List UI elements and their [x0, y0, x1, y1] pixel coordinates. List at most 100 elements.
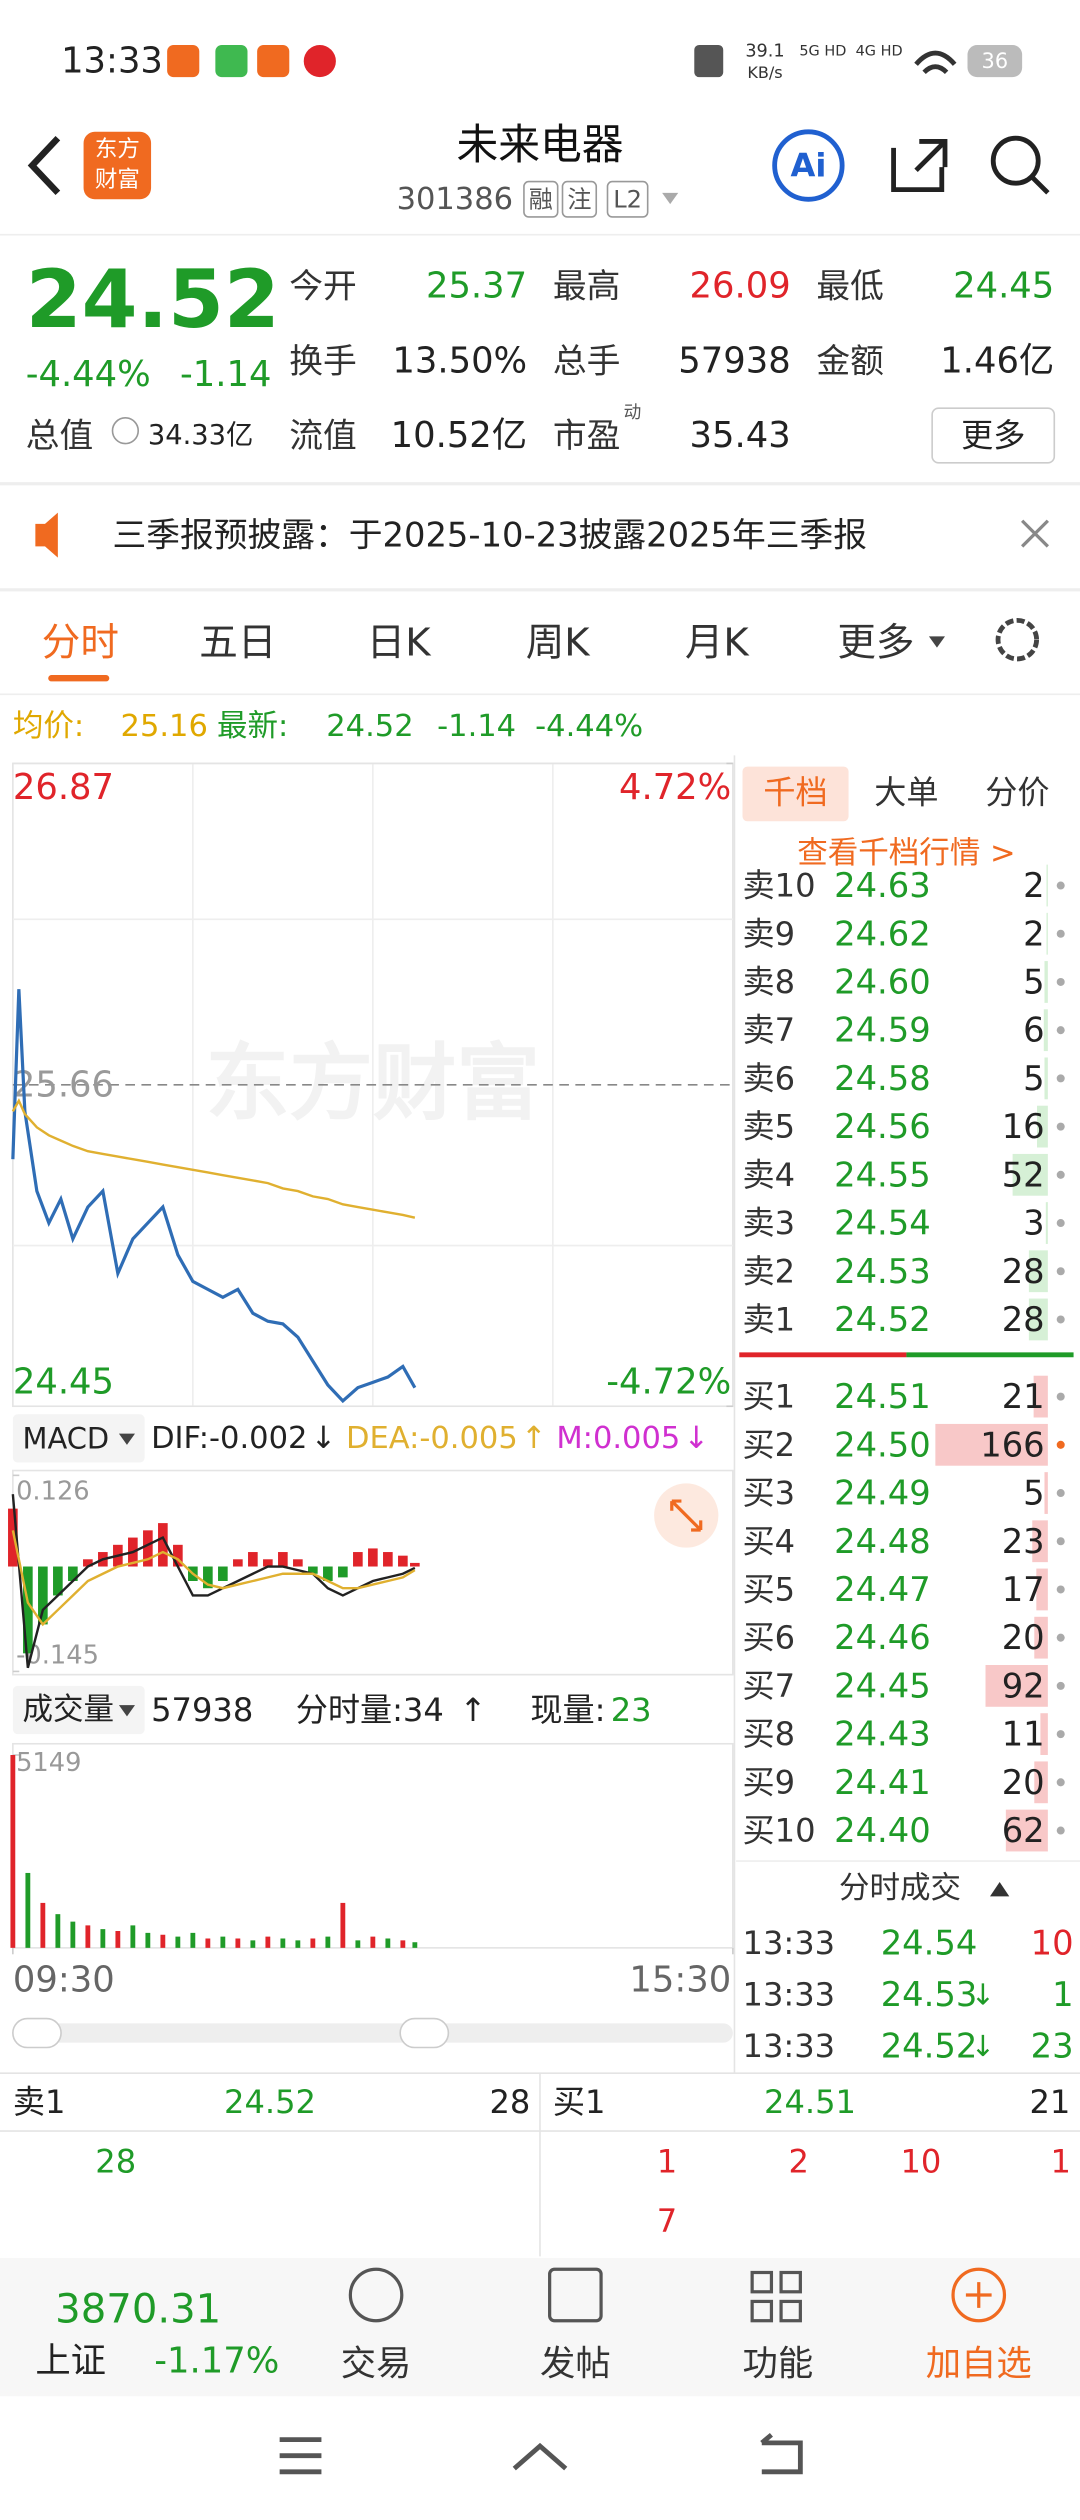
row-dot — [1056, 1267, 1065, 1276]
depth-bar — [1046, 912, 1048, 955]
volume-bar — [40, 1902, 46, 1948]
last-price: 24.52 — [26, 252, 280, 346]
icon-part — [750, 2270, 774, 2294]
indicator-arrow: ↓ — [684, 1421, 710, 1456]
depth-bar — [1032, 1520, 1048, 1563]
field-value: 1.46亿 — [940, 340, 1054, 381]
trade-time: 13:33 — [743, 1924, 836, 1962]
tag-box — [561, 180, 598, 218]
book-price: 24.62 — [834, 914, 931, 953]
book-volume: 11 — [1002, 1715, 1045, 1754]
scroll-track[interactable] — [12, 2023, 733, 2043]
info-icon — [111, 417, 140, 445]
chart-tab[interactable]: 五日 — [199, 620, 276, 665]
macd-bar — [323, 1566, 333, 1581]
ai-button[interactable] — [772, 129, 845, 202]
row-dot — [1056, 1440, 1065, 1449]
nav-item[interactable]: 加自选 — [926, 2344, 1032, 2385]
scroll-handle[interactable] — [399, 2017, 450, 2049]
sort-arrow[interactable] — [990, 1881, 1010, 1897]
settings-button[interactable] — [995, 617, 1040, 662]
book-price: 24.59 — [834, 1011, 931, 1050]
volume-bar — [190, 1932, 196, 1948]
book-volume: 20 — [1002, 1618, 1045, 1657]
book-label: 卖9 — [743, 915, 796, 953]
stock-name: 未来电器 — [456, 120, 623, 169]
chart-tab[interactable]: 月K — [685, 620, 751, 665]
chart-tab[interactable]: 更多 — [837, 620, 914, 665]
book-volume: 52 — [1002, 1155, 1045, 1194]
macd-selector[interactable] — [12, 1414, 145, 1463]
scroll-handle[interactable] — [12, 2017, 62, 2049]
logo[interactable] — [83, 131, 152, 200]
book-price: 24.46 — [834, 1618, 931, 1657]
net-speed: 39.1 — [745, 41, 784, 61]
trade-volume: 1 — [1052, 1975, 1073, 2014]
macd-bar — [248, 1552, 258, 1567]
chart-tab[interactable]: 分时 — [42, 620, 119, 665]
volume-current: 23 — [611, 1691, 652, 1729]
macd-bar — [8, 1508, 18, 1567]
trade-price: 24.54 — [881, 1924, 978, 1963]
indicator-value: DEA:-0.005 — [346, 1421, 518, 1456]
search-button[interactable] — [990, 135, 1041, 186]
book-label: 卖7 — [743, 1011, 796, 1049]
volume-per-min: 分时量:34 — [296, 1691, 444, 1729]
book-label: 买5 — [743, 1570, 796, 1608]
book-volume: 21 — [1002, 1377, 1045, 1416]
book-volume: 17 — [1002, 1570, 1045, 1609]
queue-volume: 21 — [1029, 2083, 1070, 2121]
back-nav-button[interactable] — [760, 2432, 803, 2475]
field-label: 总值 — [26, 416, 94, 455]
latest-label: 最新: — [217, 709, 288, 744]
share-button[interactable] — [891, 139, 948, 193]
bottom-bar — [0, 2258, 1080, 2397]
wifi-icon — [914, 50, 957, 75]
nav-item[interactable]: 交易 — [341, 2344, 412, 2385]
volume-bar — [265, 1936, 271, 1948]
volume-selector[interactable] — [12, 1685, 145, 1735]
macd-bar — [278, 1552, 288, 1567]
book-price: 24.53 — [834, 1252, 931, 1291]
macd-bar — [263, 1559, 273, 1567]
close-button[interactable] — [1021, 519, 1049, 548]
volume-bar — [385, 1938, 391, 1948]
avg-label: 均价: — [13, 709, 84, 744]
add-plus — [965, 2282, 992, 2308]
nav-item[interactable]: 发帖 — [540, 2344, 611, 2385]
book-tab[interactable]: 大单 — [874, 773, 938, 811]
dropdown-arrow[interactable] — [662, 192, 679, 205]
book-label: 卖1 — [743, 1300, 796, 1338]
tab-underline — [48, 675, 110, 682]
stock-code: 301386 — [397, 182, 514, 217]
x-tick-label: 09:30 — [13, 1959, 115, 2000]
row-dot — [1056, 1633, 1065, 1642]
post-icon — [548, 2267, 603, 2323]
back-button[interactable] — [27, 136, 61, 196]
book-price: 24.48 — [834, 1522, 931, 1561]
nav-item[interactable]: 功能 — [743, 2344, 814, 2385]
logo-text: 东方 — [95, 136, 140, 162]
series-line — [11, 1530, 416, 1627]
book-price: 24.43 — [834, 1715, 931, 1754]
chart-tab[interactable]: 日K — [367, 620, 433, 665]
book-volume: 5 — [1023, 962, 1044, 1001]
book-tab[interactable]: 分价 — [985, 773, 1049, 811]
book-label: 买8 — [743, 1715, 796, 1753]
book-tab[interactable]: 千档 — [763, 773, 827, 811]
book-volume: 28 — [1002, 1300, 1045, 1339]
macd-bar — [53, 1566, 63, 1596]
trade-arrow: ↓ — [971, 1977, 995, 2011]
volume-bar — [412, 1942, 418, 1948]
more-button[interactable] — [931, 407, 1056, 464]
field-label: 流值 — [289, 416, 357, 455]
volume-bar — [160, 1934, 166, 1948]
macd-bar — [383, 1552, 393, 1567]
home-button[interactable] — [512, 2442, 568, 2471]
y2-tick-label: -4.72% — [606, 1362, 731, 1403]
menu-button[interactable] — [279, 2437, 322, 2475]
chart-tab[interactable]: 周K — [526, 620, 592, 665]
book-price: 24.56 — [834, 1107, 931, 1146]
volume-bar — [355, 1940, 361, 1948]
